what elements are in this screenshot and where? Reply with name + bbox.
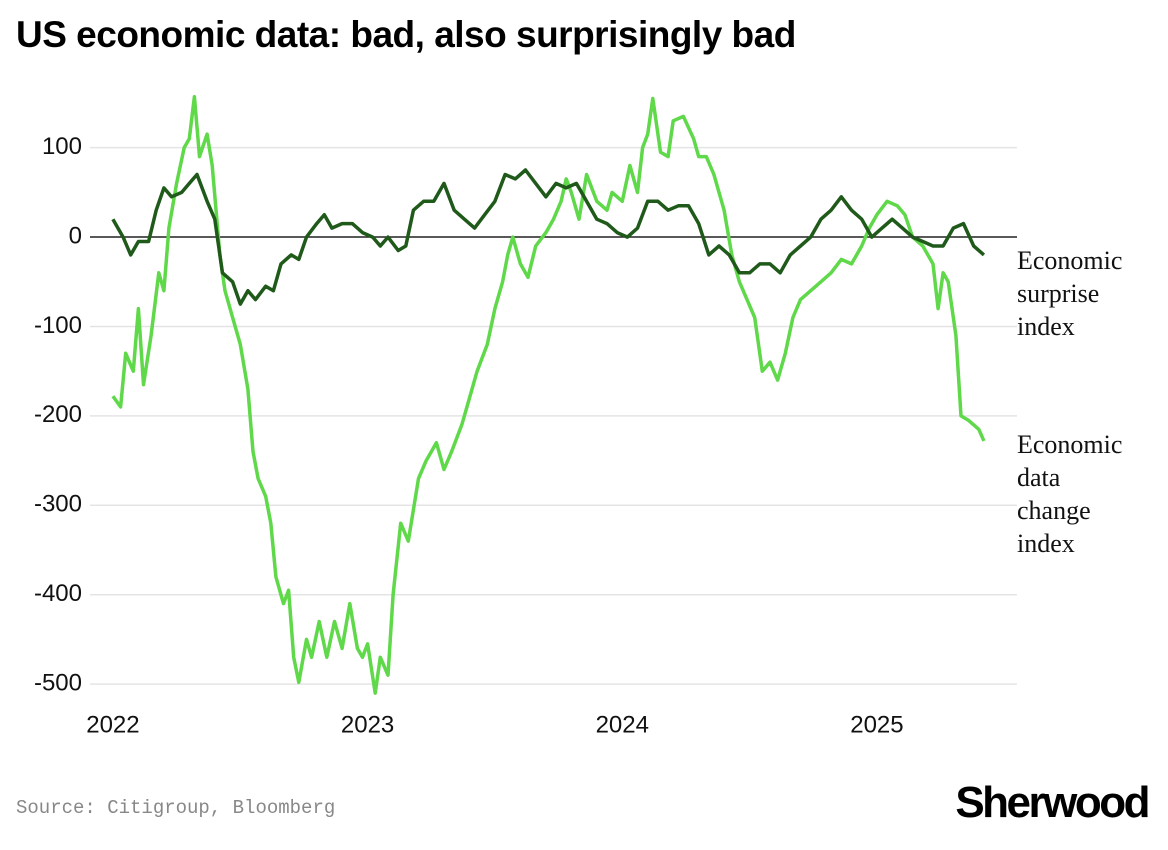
source-note: Source: Citigroup, Bloomberg bbox=[16, 797, 336, 819]
series-label: Economic surprise index bbox=[1017, 246, 1123, 341]
y-tick-label: -400 bbox=[34, 580, 82, 607]
y-tick-label: -300 bbox=[34, 491, 82, 518]
y-tick-label: -100 bbox=[34, 312, 82, 339]
brand-logo: Sherwood bbox=[955, 778, 1150, 827]
series-line bbox=[111, 94, 986, 695]
y-tick-label: 100 bbox=[42, 133, 82, 160]
y-tick-label: -500 bbox=[34, 669, 82, 696]
x-tick-label: 2024 bbox=[596, 711, 649, 738]
y-tick-label: -200 bbox=[34, 401, 82, 428]
x-tick-label: 2022 bbox=[86, 711, 139, 738]
series-label: Economic data change index bbox=[1017, 430, 1123, 558]
y-tick-label: 0 bbox=[69, 222, 82, 249]
series-line bbox=[111, 168, 986, 306]
x-tick-label: 2023 bbox=[341, 711, 394, 738]
x-tick-label: 2025 bbox=[850, 711, 903, 738]
chart-title: US economic data: bad, also surprisingly… bbox=[16, 14, 796, 55]
